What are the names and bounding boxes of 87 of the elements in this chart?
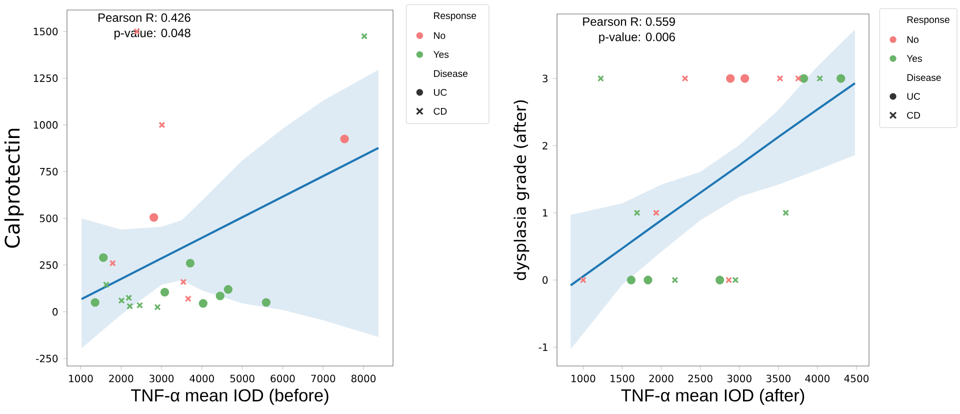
point [99,253,108,262]
point [186,258,195,268]
y-tick-label: 750 [40,168,58,176]
point [224,285,233,294]
point [782,210,790,216]
point [136,302,144,309]
y-tick-label: 1000 [34,121,58,129]
point [361,32,368,40]
point [816,75,824,82]
point [652,210,660,216]
y-tick-label: 0 [542,276,548,284]
point [836,74,846,83]
point [626,276,636,284]
y-tick-label: 250 [40,261,58,269]
text: UC [907,93,920,100]
point [126,302,134,310]
point [740,74,750,83]
y-tick-label: 2 [542,142,548,150]
point [776,75,784,82]
x-tick-label: 4000 [805,374,830,382]
x-axis-title: TNF-α mean IOD (before) [131,388,328,405]
legend-label: No [907,36,918,43]
x-tick-label: 2500 [688,374,712,382]
point [726,74,735,83]
text: Disease [434,70,468,77]
x-tick-label: 2000 [109,374,134,382]
text: CD [434,108,447,115]
x-tick-label: 6000 [270,374,295,382]
point [262,298,270,307]
legend-title: Response [434,12,476,21]
point [597,75,604,82]
y-tick-label: 1500 [34,28,58,36]
legend-label: Yes [433,51,449,58]
point [216,292,224,300]
x-tick-label: 2000 [649,374,674,382]
point [732,276,739,284]
line-series [570,82,856,286]
y-tick-label: 500 [40,214,58,222]
y-tick-label: -250 [36,354,58,362]
point [150,213,158,222]
y-axis-title: Calprotectin [4,128,24,248]
legend-label: Yes [906,55,922,62]
text: CD [907,112,920,119]
y-tick-label: 3 [542,74,548,82]
y-tick-label: 0 [52,308,58,316]
point [154,304,161,310]
x-tick-label: 1000 [572,374,596,382]
point [340,134,349,144]
point [799,74,808,83]
x-tick-label: 3500 [766,374,790,382]
x-tick-label: 5000 [230,374,254,382]
point [716,276,724,284]
point [795,75,802,82]
x-tick-label: 3000 [727,374,752,382]
point [109,260,116,267]
y-tick-label: 1 [543,209,548,216]
y-tick-label: 1250 [34,74,58,82]
point [644,276,652,284]
x-tick-label: 7000 [311,374,336,382]
text: UC [434,89,447,96]
point [180,278,187,286]
point [184,295,192,302]
point [160,288,170,297]
x-tick-label: 4500 [844,374,869,382]
x-axis-title: TNF-α mean IOD (after) [621,388,804,405]
point [672,276,678,284]
point [198,299,208,308]
point [726,276,732,284]
x-tick-label: 1500 [610,374,634,382]
x-tick-label: 8000 [351,374,376,382]
y-tick-label: -1 [538,344,548,351]
point [90,298,100,307]
annotation: Pearson R: 0.426 [98,13,190,22]
point [580,276,586,284]
y-axis-title: dysplasia grade (after) [514,100,530,280]
text: Disease [907,74,941,81]
annotation: p-value: 0.006 [599,32,675,44]
x-tick-label: 1000 [69,374,93,382]
point [102,281,110,288]
legend-title: Response [907,16,950,25]
annotation: Pearson R: 0.559 [583,17,675,26]
x-tick-label: 3000 [150,374,174,382]
point [158,122,166,128]
x-tick-label: 4000 [190,374,214,382]
point [634,210,640,216]
legend-label: No [434,32,446,39]
point [682,75,688,82]
